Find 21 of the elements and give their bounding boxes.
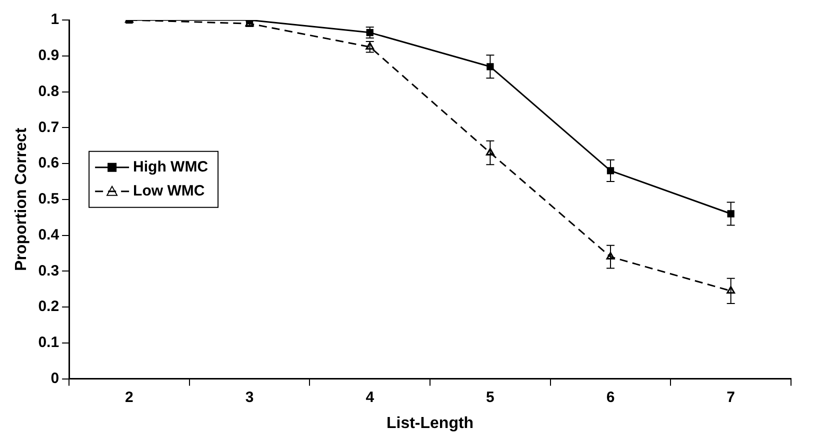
y-tick-label: 0.3 [38,262,60,280]
x-tick-label: 4 [366,388,375,406]
y-tick-label: 0 [50,370,60,387]
y-tick-label: 0.8 [38,82,60,100]
x-tick-label: 6 [606,388,615,406]
y-tick-label: 1 [50,11,60,28]
x-tick-label: 5 [486,388,494,406]
y-tick-label: 0.9 [38,47,60,64]
x-tick-label: 3 [245,388,254,406]
y-tick-label: 0.4 [38,226,60,244]
y-tick-label: 0.1 [38,334,60,352]
x-tick-label: 7 [726,388,736,406]
legend-label: High WMC [133,158,208,176]
y-axis-title: Proportion Correct [13,127,30,271]
y-tick-label: 0.7 [38,118,60,136]
legend-label: Low WMC [133,182,205,200]
x-axis-title: List-Length [386,414,474,432]
x-tick-label: 2 [125,388,134,406]
y-tick-label: 0.2 [38,298,60,316]
y-tick-label: 0.6 [38,154,60,172]
y-tick-label: 0.5 [38,190,60,208]
